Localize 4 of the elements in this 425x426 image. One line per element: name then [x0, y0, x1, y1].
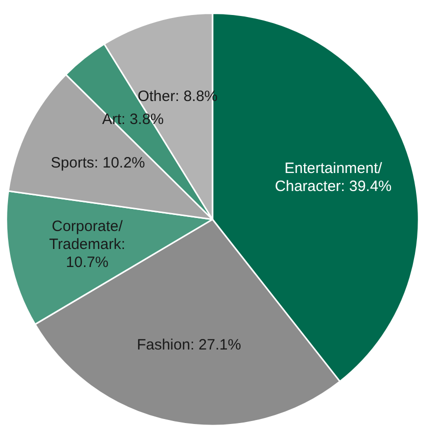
slice-label: Sports: 10.2%: [50, 154, 146, 172]
slice-label: Fashion: 27.1%: [136, 336, 242, 354]
slice-label: Entertainment/Character: 39.4%: [274, 160, 392, 196]
slice-label: Corporate/Trademark: 10.7%: [49, 218, 126, 272]
